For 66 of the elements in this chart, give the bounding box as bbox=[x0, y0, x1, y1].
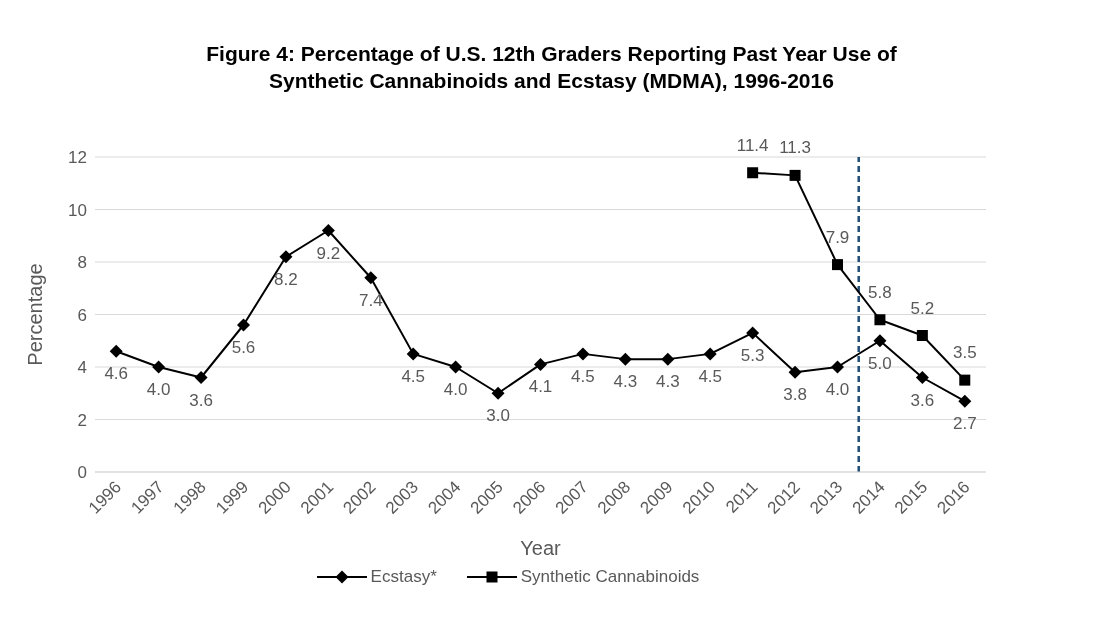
data-label: 3.8 bbox=[783, 385, 807, 405]
point bbox=[788, 365, 802, 379]
point bbox=[831, 360, 844, 374]
point bbox=[874, 314, 886, 326]
point bbox=[746, 326, 760, 340]
legend-label: Synthetic Cannabinoids bbox=[519, 567, 700, 587]
data-label: 11.4 bbox=[736, 135, 769, 155]
point bbox=[364, 271, 378, 285]
data-label: 4.1 bbox=[528, 377, 553, 397]
y-axis-title: Percentage bbox=[24, 263, 47, 366]
point bbox=[576, 347, 590, 361]
data-label: 5.6 bbox=[231, 338, 256, 357]
point bbox=[661, 352, 675, 366]
data-label: 2.7 bbox=[952, 414, 977, 434]
point bbox=[194, 371, 208, 384]
data-label: 5.3 bbox=[740, 345, 765, 365]
data-label: 3.6 bbox=[910, 390, 935, 410]
point bbox=[958, 394, 972, 408]
point bbox=[449, 360, 463, 374]
point bbox=[873, 334, 887, 348]
point bbox=[959, 374, 971, 386]
point bbox=[534, 357, 547, 371]
y-tick-label: 10 bbox=[68, 200, 87, 220]
data-label: 4.0 bbox=[146, 380, 171, 399]
data-label: 7.9 bbox=[825, 227, 850, 247]
point bbox=[406, 347, 420, 361]
data-label: 7.4 bbox=[358, 290, 383, 310]
data-label: 3.5 bbox=[952, 343, 977, 363]
point bbox=[916, 330, 928, 341]
data-label: 4.5 bbox=[698, 366, 723, 386]
data-label: 5.2 bbox=[910, 298, 935, 318]
point bbox=[703, 347, 717, 361]
data-label: 4.6 bbox=[104, 364, 129, 384]
point bbox=[152, 360, 166, 374]
data-label: 4.5 bbox=[571, 366, 595, 386]
point bbox=[618, 352, 632, 366]
y-tick-label: 6 bbox=[77, 305, 87, 325]
point bbox=[789, 169, 801, 181]
data-label: 4.3 bbox=[655, 372, 680, 392]
legend-label: Ecstasy* bbox=[369, 567, 437, 587]
y-tick-label: 12 bbox=[68, 148, 87, 168]
point bbox=[109, 344, 123, 358]
y-tick-label: 4 bbox=[77, 358, 87, 378]
chart-title: Figure 4: Percentage of U.S. 12th Graders Reporting Past Year Use of Synthetic Cannabinoids and Ecstasy (MDMA), 1996-2016 bbox=[205, 41, 898, 94]
x-axis-title: Year bbox=[520, 537, 562, 559]
point bbox=[832, 259, 843, 271]
point bbox=[747, 167, 759, 179]
data-label: 3.6 bbox=[189, 390, 213, 410]
data-label: 3.0 bbox=[486, 406, 510, 426]
data-label: 4.5 bbox=[401, 366, 426, 386]
data-label: 8.2 bbox=[274, 269, 298, 289]
data-label: 4.0 bbox=[825, 380, 850, 399]
point bbox=[915, 371, 929, 384]
data-label: 4.3 bbox=[613, 372, 638, 392]
data-label: 5.0 bbox=[868, 353, 892, 373]
data-label: 11.3 bbox=[779, 138, 811, 158]
point bbox=[279, 250, 293, 264]
point bbox=[491, 386, 505, 400]
data-label: 5.8 bbox=[868, 282, 892, 302]
data-label: 4.0 bbox=[443, 380, 468, 399]
y-tick-label: 0 bbox=[77, 463, 87, 483]
y-tick-label: 2 bbox=[77, 410, 87, 430]
y-tick-label: 8 bbox=[77, 253, 87, 273]
point bbox=[237, 318, 250, 332]
data-label: 9.2 bbox=[316, 243, 341, 263]
point bbox=[321, 224, 335, 237]
